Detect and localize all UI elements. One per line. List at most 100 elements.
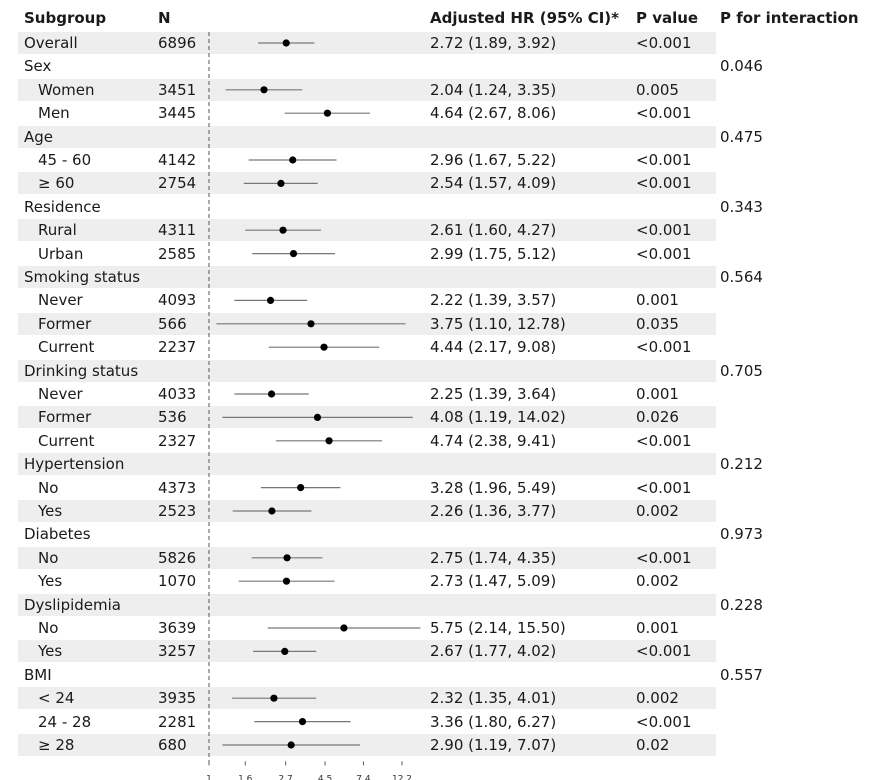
p-value: <0.001 <box>636 174 692 193</box>
hr-point <box>270 694 278 702</box>
p-value: 0.005 <box>636 80 679 99</box>
p-value: 0.001 <box>636 619 679 637</box>
hr-point <box>283 554 291 562</box>
n-value: 2754 <box>158 174 197 193</box>
table-row: Men 3445 4.64 (2.67, 8.06) <0.001 <box>18 102 716 124</box>
n-value: 4142 <box>158 151 197 169</box>
x-tick-label: 7.4 <box>356 774 371 780</box>
p-value: 0.026 <box>636 408 679 427</box>
hr-point <box>298 718 307 726</box>
hr-point <box>320 343 328 351</box>
subgroup-label: Yes <box>38 572 63 591</box>
hr-text: 2.32 (1.35, 4.01) <box>430 689 557 708</box>
n-value: 5826 <box>158 548 197 567</box>
table-row: Never 4033 2.25 (1.39, 3.64) 0.001 <box>18 383 716 405</box>
hr-text: 4.08 (1.19, 14.02) <box>430 408 566 427</box>
hr-point <box>279 226 287 234</box>
p-value: <0.001 <box>636 642 692 661</box>
hr-text: 2.75 (1.74, 4.35) <box>430 548 557 567</box>
hr-text: 5.75 (2.14, 15.50) <box>430 619 566 637</box>
hr-point <box>267 390 276 398</box>
subgroup-label: Men <box>38 104 70 123</box>
group-row: Residence <box>18 196 716 218</box>
p-value: 0.001 <box>636 291 679 310</box>
hr-text: 2.99 (1.75, 5.12) <box>430 244 557 263</box>
p-interaction-value: 0.973 <box>720 525 763 544</box>
n-value: 2523 <box>158 502 197 520</box>
p-value: 0.035 <box>636 314 679 333</box>
hr-text: 4.64 (2.67, 8.06) <box>430 104 557 123</box>
group-row: BMI <box>18 664 716 686</box>
hr-text: 2.25 (1.39, 3.64) <box>430 385 557 403</box>
p-value: <0.001 <box>636 34 692 52</box>
n-value: 3935 <box>158 689 197 708</box>
n-value: 2585 <box>158 244 197 263</box>
hr-text: 2.96 (1.67, 5.22) <box>430 151 557 169</box>
p-interaction-value: 0.046 <box>720 57 763 76</box>
p-interaction-value: 0.228 <box>720 595 763 614</box>
subgroup-label: Never <box>38 291 83 310</box>
subgroup-label: Urban <box>38 244 84 263</box>
hr-point <box>266 296 275 304</box>
hr-text: 2.73 (1.47, 5.09) <box>430 572 557 591</box>
header-hr: Adjusted HR (95% CI)* <box>430 9 619 27</box>
hr-point <box>289 156 297 164</box>
p-interaction-value: 0.475 <box>720 127 763 146</box>
n-value: 4093 <box>158 291 197 310</box>
group-label: Age <box>24 127 54 146</box>
x-tick-label: 1 <box>206 774 212 780</box>
hr-point <box>325 437 333 445</box>
p-interaction-value: 0.557 <box>720 665 763 684</box>
p-interaction-value: 0.564 <box>720 268 763 286</box>
subgroup-label: Current <box>38 338 95 357</box>
hr-text: 3.36 (1.80, 6.27) <box>430 712 557 731</box>
table-row: ≥ 28 680 2.90 (1.19, 7.07) 0.02 <box>18 734 716 756</box>
hr-point <box>297 484 305 492</box>
x-tick-label: 12.2 <box>392 774 412 780</box>
group-row: Smoking status <box>18 266 716 288</box>
p-value: <0.001 <box>636 221 692 240</box>
p-value: <0.001 <box>636 338 692 357</box>
group-label: Sex <box>24 57 52 76</box>
group-label: Dyslipidemia <box>24 595 121 614</box>
hr-text: 3.75 (1.10, 12.78) <box>430 314 566 333</box>
subgroup-label: Yes <box>38 642 63 661</box>
n-value: 3639 <box>158 619 197 637</box>
hr-text: 2.67 (1.77, 4.02) <box>430 642 557 661</box>
n-value: 2237 <box>158 338 197 357</box>
hr-text: 2.22 (1.39, 3.57) <box>430 291 557 310</box>
group-row: Drinking status <box>18 359 716 382</box>
table-row: Rural 4311 2.61 (1.60, 4.27) <0.001 <box>18 219 716 242</box>
subgroup-label: Former <box>38 314 92 333</box>
p-value: 0.002 <box>636 689 679 708</box>
n-value: 3257 <box>158 642 197 661</box>
subgroup-label: No <box>38 548 59 567</box>
n-value: 1070 <box>158 572 197 591</box>
n-value: 2281 <box>158 712 197 731</box>
hr-text: 2.90 (1.19, 7.07) <box>430 736 557 754</box>
subgroup-label: Rural <box>38 221 77 240</box>
n-value: 566 <box>158 314 187 333</box>
table-row: 24 - 28 2281 3.36 (1.80, 6.27) <0.001 <box>18 711 716 733</box>
table-row: Current 2237 4.44 (2.17, 9.08) <0.001 <box>18 336 716 358</box>
group-row: Dyslipidemia <box>18 593 716 616</box>
subgroup-label: ≥ 60 <box>38 174 75 193</box>
table-row: Urban 2585 2.99 (1.75, 5.12) <0.001 <box>18 243 716 265</box>
subgroup-label: Former <box>38 408 92 427</box>
p-value: <0.001 <box>636 548 692 567</box>
hr-point <box>313 413 322 421</box>
group-row: Age <box>18 125 716 148</box>
header-p-interaction: P for interaction <box>720 9 859 27</box>
n-value: 3445 <box>158 104 197 123</box>
table-row: < 24 3935 2.32 (1.35, 4.01) 0.002 <box>18 687 716 710</box>
header-n: N <box>158 9 171 27</box>
group-label: Drinking status <box>24 361 139 380</box>
p-value: <0.001 <box>636 431 692 450</box>
n-value: 2327 <box>158 431 197 450</box>
subgroup-label: Current <box>38 431 95 450</box>
p-value: <0.001 <box>636 712 692 731</box>
x-tick-label: 4.5 <box>318 774 332 780</box>
p-interaction-value: 0.212 <box>720 455 763 474</box>
hr-point <box>282 577 291 585</box>
